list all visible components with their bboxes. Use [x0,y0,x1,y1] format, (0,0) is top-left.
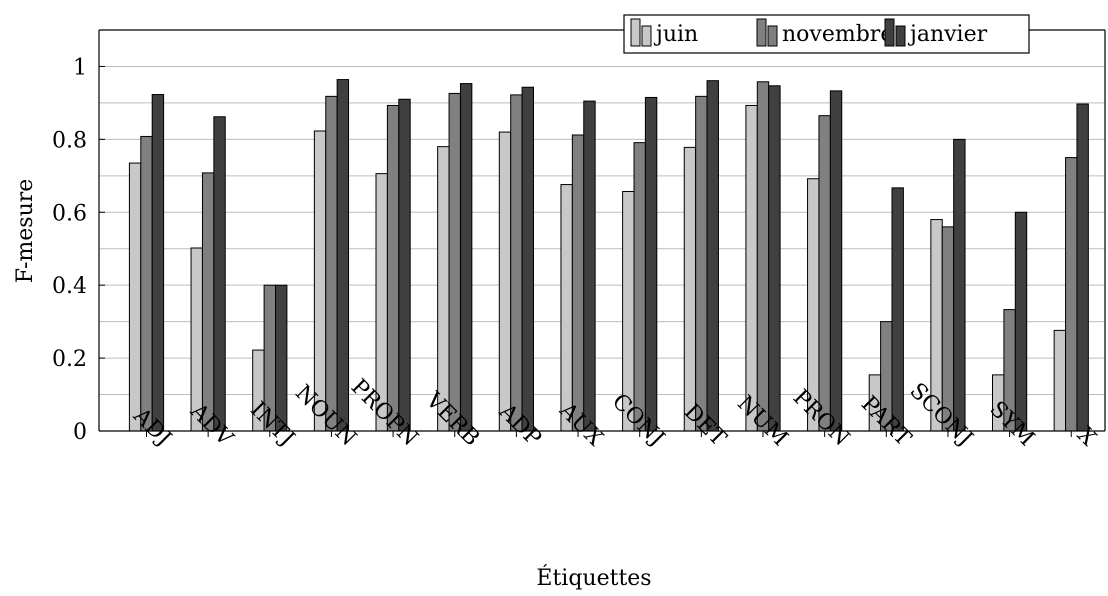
legend: juin novembre janvier [623,14,1030,54]
legend-label-janvier: janvier [907,22,988,47]
bar-juin-det [683,146,697,432]
y-tick-label: 0.2 [52,347,87,372]
bar-juin-adp [498,131,512,432]
bar-janvier-propn [398,98,411,432]
bar-juin-aux [560,184,573,432]
bar-juin-num [745,104,758,432]
y-tick-label: 0.6 [52,201,87,226]
bar-novembre-noun [325,95,338,432]
y-tick-labels: 0 0.2 0.4 0.6 0.8 1 [52,55,87,445]
bar-janvier-pron [829,90,843,432]
bar-janvier-x [1076,103,1089,432]
bar-janvier-noun [336,79,350,432]
bar-janvier-aux [583,100,596,432]
bar-novembre-det [695,95,708,432]
y-axis-title: F-mesure [13,179,38,284]
bar-juin-noun [313,130,327,432]
bar-novembre-conj [633,142,646,432]
bars [128,79,1089,432]
bar-novembre-pron [818,115,831,432]
legend-swatch-juin-b [641,25,652,47]
bar-juin-x [1053,329,1067,432]
x-axis-title: Étiquettes [536,564,651,591]
bar-novembre-adp [510,94,523,432]
bar-janvier-det [706,80,719,432]
bar-janvier-sym [1014,211,1028,432]
legend-label-novembre: novembre [782,22,893,47]
bar-janvier-adv [213,116,226,432]
legend-label-juin: juin [653,22,698,47]
bar-janvier-adp [521,86,534,432]
y-tick-label: 0 [73,420,87,445]
y-tick-label: 0.4 [52,274,87,299]
legend-swatch-janvier-b [895,25,906,47]
bar-janvier-adj [151,94,165,432]
bar-novembre-num [756,81,770,432]
legend-swatch-janvier-a [884,18,895,47]
bar-janvier-num [768,85,781,432]
bar-juin-adj [128,162,142,432]
bar-novembre-adv [201,172,215,432]
bar-novembre-x [1065,157,1078,432]
bar-janvier-part [891,187,904,432]
bar-janvier-sconj [953,138,966,432]
bar-janvier-intj [275,284,288,432]
legend-swatch-novembre-b [767,25,778,47]
bar-novembre-propn [386,104,400,432]
bar-novembre-adj [140,135,153,432]
bar-novembre-aux [571,134,585,432]
legend-swatch-juin-a [630,18,641,47]
y-tick-label: 0.8 [52,128,87,153]
bar-janvier-conj [644,96,658,432]
bar-novembre-verb [448,92,461,432]
bar-janvier-verb [459,83,473,432]
y-tick-label: 1 [73,55,87,80]
legend-swatch-novembre-a [756,18,767,47]
legend-box [623,14,1030,54]
